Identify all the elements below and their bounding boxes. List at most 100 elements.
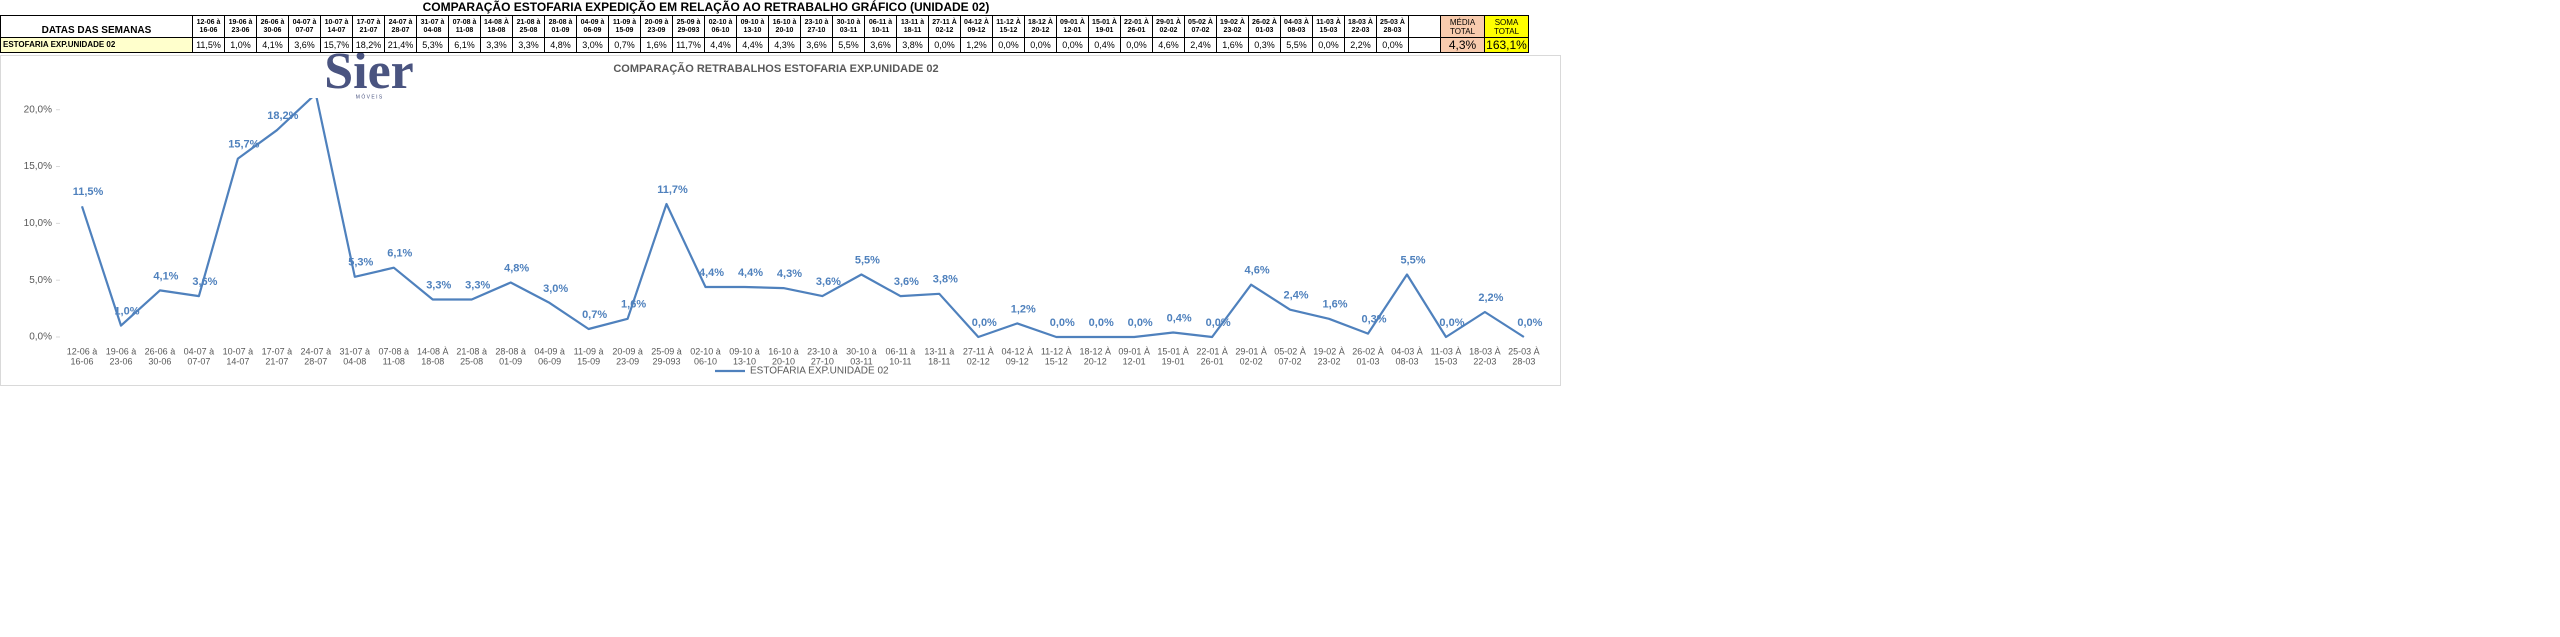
x-tick-label: 18-12 À (1079, 346, 1111, 356)
table-value: 4,6% (1152, 37, 1185, 53)
data-label: 0,0% (1517, 317, 1542, 329)
header-line: 01-03 (1255, 26, 1274, 34)
x-tick-label: 13-10 (733, 356, 756, 366)
header-line: 24-07 à (388, 18, 413, 26)
column-header: 04-07 à 07-07 (288, 15, 321, 38)
x-tick-label: 15-01 À (1157, 346, 1189, 356)
x-tick-label: 02-10 à (690, 346, 721, 356)
data-label: 0,0% (1439, 317, 1464, 329)
summary-header: SOMA TOTAL (1484, 15, 1529, 38)
header-line: 19-06 à (228, 18, 253, 26)
x-tick-label: 06-10 (694, 356, 717, 366)
column-header: 29-01 À 02-02 (1152, 15, 1185, 38)
header-line: 22-01 À (1124, 18, 1149, 26)
column-header: 05-02 À 07-02 (1184, 15, 1217, 38)
x-tick-label: 31-07 à (340, 346, 371, 356)
header-line: 29-01 À (1156, 18, 1181, 26)
chart-frame (0, 55, 1561, 386)
header-line: 20-09 à (644, 18, 669, 26)
data-label: 3,6% (816, 276, 841, 288)
table-value: 0,7% (608, 37, 641, 53)
x-tick-label: 04-12 À (1002, 346, 1034, 356)
table-value: 1,6% (1216, 37, 1249, 53)
x-tick-label: 02-12 (967, 356, 990, 366)
column-header: 13-11 à 18-11 (896, 15, 929, 38)
table-value: 15,7% (320, 37, 353, 53)
data-label: 0,0% (1206, 317, 1231, 329)
column-header: 11-12 À 15-12 (992, 15, 1025, 38)
column-header: 16-10 à 20-10 (768, 15, 801, 38)
header-line: 10-07 à (324, 18, 349, 26)
x-tick-label: 15-12 (1045, 356, 1068, 366)
x-tick-label: 01-09 (499, 356, 522, 366)
column-header: 09-10 à 13-10 (736, 15, 769, 38)
x-tick-label: 19-02 À (1313, 346, 1345, 356)
x-tick-label: 11-09 à (574, 346, 604, 356)
data-label: 4,8% (504, 262, 529, 274)
x-tick-label: 25-08 (460, 356, 483, 366)
data-label: 0,3% (1361, 313, 1386, 325)
x-tick-label: 21-07 (265, 356, 288, 366)
x-tick-label: 04-09 à (534, 346, 565, 356)
header-line: 03-11 (839, 26, 858, 34)
header-line: 14-07 (327, 26, 346, 34)
x-tick-label: 24-07 à (301, 346, 332, 356)
header-line: 25-08 (519, 26, 538, 34)
data-label: 0,0% (1128, 317, 1153, 329)
table-value: 0,0% (992, 37, 1025, 53)
header-line: 15-12 (999, 26, 1018, 34)
table-value: 0,0% (928, 37, 961, 53)
x-tick-label: 15-03 (1434, 356, 1457, 366)
x-tick-label: 12-01 (1123, 356, 1146, 366)
header-line: 16-10 à (772, 18, 797, 26)
header-line: 15-01 À (1092, 18, 1117, 26)
x-tick-label: 29-01 À (1235, 346, 1267, 356)
table-value: 4,1% (256, 37, 289, 53)
column-header: 14-08 À 18-08 (480, 15, 513, 38)
x-tick-label: 20-09 à (612, 346, 643, 356)
x-tick-label: 13-11 à (924, 346, 954, 356)
column-header: 31-07 à 04-08 (416, 15, 449, 38)
header-line: 31-07 à (420, 18, 445, 26)
column-header: 02-10 à 06-10 (704, 15, 737, 38)
x-tick-label: 27-10 (811, 356, 834, 366)
table-value: 5,5% (832, 37, 865, 53)
data-label: 4,6% (1245, 265, 1270, 277)
table-value: 11,7% (672, 37, 705, 53)
table-value: 4,4% (736, 37, 769, 53)
y-tick-label: 15,0% (24, 161, 52, 172)
x-tick-label: 27-11 À (963, 346, 994, 356)
summary-value: 163,1% (1484, 37, 1529, 53)
column-header: 26-06 à 30-06 (256, 15, 289, 38)
header-line: 08-03 (1287, 26, 1306, 34)
header-line: 11-08 (455, 26, 474, 34)
x-tick-label: 20-12 (1084, 356, 1107, 366)
table-value: 1,0% (224, 37, 257, 53)
data-label: 3,0% (543, 283, 568, 295)
data-label: 5,5% (1400, 254, 1425, 266)
x-tick-label: 30-06 (148, 356, 171, 366)
table-value: 0,0% (1120, 37, 1153, 53)
legend-label: ESTOFARIA EXP.UNIDADE 02 (750, 366, 889, 377)
table-value: 4,4% (704, 37, 737, 53)
header-line: 17-07 à (356, 18, 381, 26)
header-line: 25-09 à (676, 18, 701, 26)
header-line: 05-02 À (1188, 18, 1213, 26)
header-line: 13-11 à (900, 18, 925, 26)
x-tick-label: 06-11 à (885, 346, 915, 356)
x-tick-label: 16-10 à (768, 346, 799, 356)
row-label: ESTOFARIA EXP.UNIDADE 02 (0, 37, 193, 53)
x-tick-label: 12-06 à (67, 346, 98, 356)
x-tick-label: 05-02 À (1274, 346, 1306, 356)
series-line (80, 92, 1525, 339)
header-line: 15-09 (615, 26, 634, 34)
header-line: 11-12 À (996, 18, 1021, 26)
header-line: 27-11 À (932, 18, 957, 26)
x-tick-label: 11-08 (383, 356, 405, 366)
x-tick-label: 22-03 (1473, 356, 1496, 366)
x-tick-label: 16-06 (70, 356, 93, 366)
x-tick-label: 21-08 à (456, 346, 487, 356)
x-tick-label: 19-01 (1162, 356, 1185, 366)
column-header: 06-11 à 10-11 (864, 15, 897, 38)
header-line: 25-03 À (1380, 18, 1405, 26)
